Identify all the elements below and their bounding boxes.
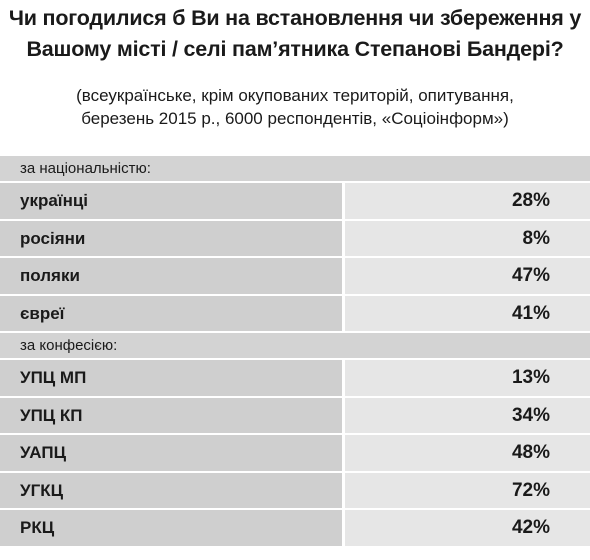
table-row: УАПЦ 48% xyxy=(0,433,590,471)
row-label: українці xyxy=(0,183,342,219)
table-row: українці 28% xyxy=(0,181,590,219)
chart-title: Чи погодилися б Ви на встановлення чи зб… xyxy=(8,6,582,61)
table-row: РКЦ 42% xyxy=(0,508,590,546)
row-label: росіяни xyxy=(0,220,342,256)
table-row: поляки 47% xyxy=(0,256,590,294)
table-row: УПЦ КП 34% xyxy=(0,395,590,433)
row-value: 47% xyxy=(345,258,590,294)
row-label: УАПЦ xyxy=(0,435,342,471)
row-value: 8% xyxy=(345,220,590,256)
row-value: 42% xyxy=(345,510,590,546)
row-value: 13% xyxy=(345,360,590,396)
row-label: поляки xyxy=(0,258,342,294)
subtitle-line-1: (всеукраїнське, крім окупованих територі… xyxy=(76,86,514,105)
group-header-nationality: за національністю: xyxy=(0,154,590,181)
row-value: 28% xyxy=(345,183,590,219)
results-table: за національністю: українці 28% росіяни … xyxy=(0,154,590,546)
row-label: УПЦ КП xyxy=(0,397,342,433)
row-value: 41% xyxy=(345,295,590,331)
subtitle-line-2: березень 2015 р., 6000 респондентів, «Со… xyxy=(81,109,509,128)
group-header-confession: за конфесією: xyxy=(0,331,590,358)
table-row: росіяни 8% xyxy=(0,218,590,256)
table-row: УПЦ МП 13% xyxy=(0,358,590,396)
row-value: 48% xyxy=(345,435,590,471)
table-row: євреї 41% xyxy=(0,293,590,331)
row-value: 34% xyxy=(345,397,590,433)
row-label: УГКЦ xyxy=(0,472,342,508)
row-value: 72% xyxy=(345,472,590,508)
table-row: УГКЦ 72% xyxy=(0,470,590,508)
row-label: євреї xyxy=(0,295,342,331)
row-label: УПЦ МП xyxy=(0,360,342,396)
row-label: РКЦ xyxy=(0,510,342,546)
chart-subtitle: (всеукраїнське, крім окупованих територі… xyxy=(0,84,590,130)
